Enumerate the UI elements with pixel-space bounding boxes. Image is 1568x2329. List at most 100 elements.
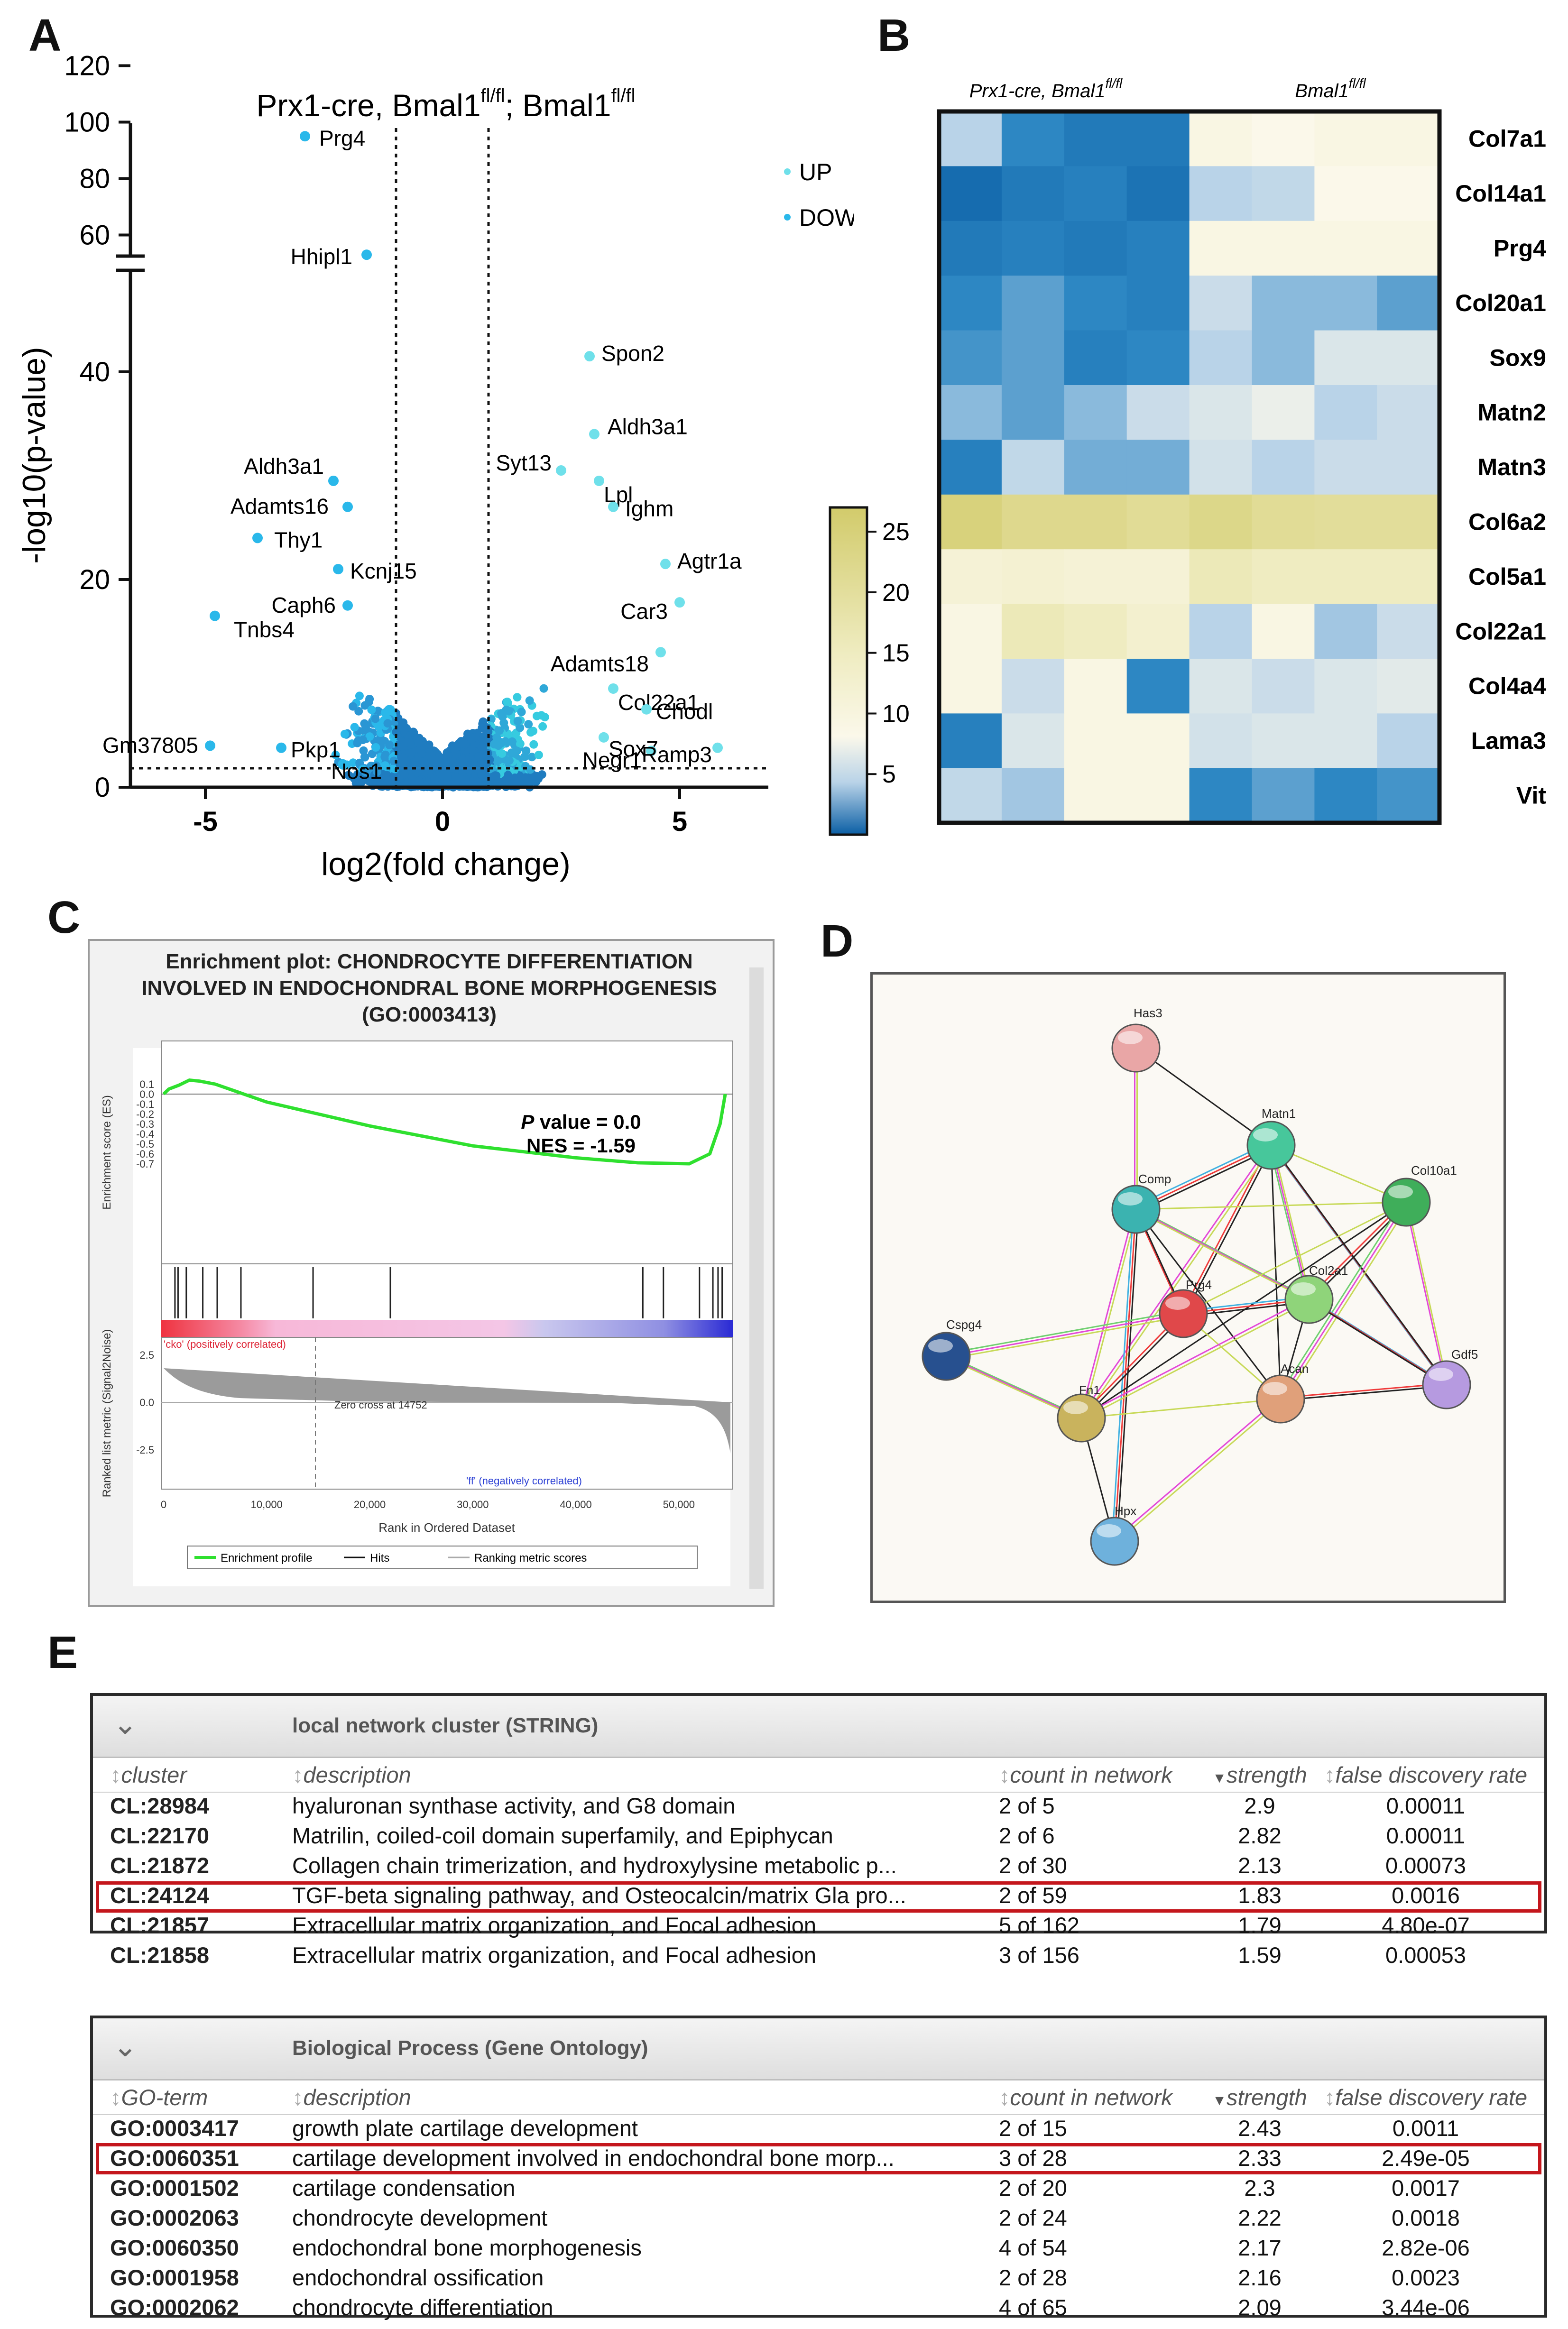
row-count: 2 of 28 bbox=[999, 2265, 1067, 2290]
network-node[interactable] bbox=[1256, 1374, 1305, 1424]
table-row[interactable]: CL:21857 Extracellular matrix organizatio… bbox=[93, 1912, 1544, 1942]
col-header-fdr[interactable]: ↕false discovery rate bbox=[1324, 2085, 1528, 2110]
gene-point bbox=[712, 742, 723, 753]
heatmap-cell bbox=[1126, 221, 1190, 276]
volcano-point bbox=[355, 758, 364, 767]
volcano-point bbox=[383, 719, 392, 728]
col-header-go-term[interactable]: ↕GO-term bbox=[110, 2085, 208, 2110]
gene-point bbox=[641, 704, 652, 715]
row-fdr: 2.82e-06 bbox=[1382, 2235, 1470, 2260]
gene-label: Gm37805 bbox=[102, 733, 198, 757]
gene-label: Ramp3 bbox=[642, 742, 712, 767]
network-node[interactable] bbox=[1246, 1121, 1296, 1170]
network-node-label: Prg4 bbox=[1186, 1278, 1212, 1292]
network-node[interactable] bbox=[1111, 1023, 1161, 1073]
heatmap-cell bbox=[1314, 111, 1377, 166]
heatmap-cell bbox=[1252, 221, 1315, 276]
heatmap-cell bbox=[1064, 549, 1127, 605]
network-node[interactable] bbox=[922, 1332, 971, 1381]
network-node[interactable] bbox=[1057, 1393, 1106, 1443]
gene-label: Agtr1a bbox=[677, 549, 742, 573]
volcano-point bbox=[538, 722, 547, 731]
gene-label: Spon2 bbox=[601, 341, 664, 366]
gene-point bbox=[205, 740, 215, 751]
chevron-down-icon[interactable]: ⌄ bbox=[113, 1708, 138, 1740]
volcano-point bbox=[409, 728, 418, 737]
volcano-point bbox=[529, 727, 538, 736]
table-row[interactable]: GO:0001958 endochondral ossification 2 of … bbox=[93, 2265, 1544, 2294]
col-header-count[interactable]: ↕count in network bbox=[999, 1762, 1172, 1787]
col-header-count[interactable]: ↕count in network bbox=[999, 2085, 1172, 2110]
rank-ylabel: Ranked list metric (Signal2Noise) bbox=[101, 1329, 113, 1498]
volcano-point bbox=[365, 695, 374, 704]
table-row[interactable]: GO:0002062 chondrocyte differentiation 4 o… bbox=[93, 2294, 1544, 2324]
gene-label: Car3 bbox=[620, 599, 668, 624]
heatmap-cell bbox=[1377, 768, 1440, 823]
volcano-point bbox=[516, 739, 525, 748]
network-node[interactable] bbox=[1090, 1517, 1139, 1566]
heatmap-cell bbox=[1377, 111, 1440, 166]
gene-label: Pkp1 bbox=[291, 737, 341, 762]
row-fdr: 0.00011 bbox=[1386, 1823, 1466, 1848]
heatmap-cell bbox=[1252, 385, 1315, 440]
table-row[interactable]: CL:21858 Extracellular matrix organizatio… bbox=[93, 1942, 1544, 1972]
legend-hits: Hits bbox=[370, 1552, 389, 1565]
negative-correlation-label: 'ff' (negatively correlated) bbox=[466, 1475, 582, 1487]
col-header-description[interactable]: ↕description bbox=[292, 1762, 411, 1787]
row-description: Matrilin, coiled-coil domain superfamily… bbox=[292, 1823, 833, 1848]
heatmap-cell bbox=[1126, 385, 1190, 440]
row-id: GO:0060350 bbox=[110, 2235, 239, 2260]
gsea-title-line1: Enrichment plot: CHONDROCYTE DIFFERENTIA… bbox=[166, 950, 692, 973]
network-node[interactable] bbox=[1159, 1289, 1208, 1338]
network-edge bbox=[946, 1313, 1184, 1357]
network-node[interactable] bbox=[1382, 1178, 1431, 1227]
heatmap-cell bbox=[1252, 494, 1315, 550]
network-node-label: Matn1 bbox=[1262, 1106, 1296, 1121]
row-fdr: 0.0016 bbox=[1392, 1883, 1460, 1908]
table-row[interactable]: CL:22170 Matrilin, coiled-coil domain sup… bbox=[93, 1823, 1544, 1852]
gene-label: Hhipl1 bbox=[291, 244, 352, 269]
y-tick-label: 80 bbox=[79, 164, 110, 194]
col-header-cluster[interactable]: ↕cluster bbox=[110, 1762, 187, 1787]
volcano-point bbox=[443, 760, 452, 769]
row-description: endochondral ossification bbox=[292, 2265, 544, 2290]
network-node[interactable] bbox=[1284, 1275, 1334, 1324]
table-row[interactable]: GO:0060350 endochondral bone morphogenesi… bbox=[93, 2235, 1544, 2265]
network-node[interactable] bbox=[1111, 1185, 1161, 1234]
heatmap-gene-label: Col4a4 bbox=[1468, 673, 1546, 700]
table-row[interactable]: CL:21872 Collagen chain trimerization, an… bbox=[93, 1852, 1544, 1882]
network-node[interactable] bbox=[1422, 1360, 1471, 1409]
gsea-scrollbar[interactable] bbox=[749, 967, 764, 1589]
chevron-down-icon[interactable]: ⌄ bbox=[113, 2030, 138, 2063]
heatmap-cell bbox=[1126, 549, 1190, 605]
heatmap-cell bbox=[939, 494, 1002, 550]
row-count: 2 of 20 bbox=[999, 2175, 1067, 2200]
heatmap-cell bbox=[1314, 440, 1377, 495]
gene-label: Adamts18 bbox=[551, 651, 649, 676]
gene-label: Adamts16 bbox=[231, 494, 329, 519]
table-row[interactable]: GO:0060351 cartilage development involved… bbox=[93, 2145, 1544, 2175]
volcano-point bbox=[524, 720, 533, 729]
volcano-point bbox=[529, 740, 538, 749]
col-header-fdr[interactable]: ↕false discovery rate bbox=[1324, 1762, 1528, 1787]
table-row[interactable]: GO:0003417 growth plate cartilage develop… bbox=[93, 2115, 1544, 2145]
row-fdr: 0.0023 bbox=[1392, 2265, 1460, 2290]
es-ylabel: Enrichment score (ES) bbox=[101, 1095, 113, 1209]
hit-markers bbox=[174, 1267, 723, 1318]
table-row[interactable]: GO:0002063 chondrocyte development 2 of 24… bbox=[93, 2205, 1544, 2235]
table-row[interactable]: CL:28984 hyaluronan synthase activity, an… bbox=[93, 1793, 1544, 1823]
col-header-description[interactable]: ↕description bbox=[292, 2085, 411, 2110]
gsea-xlabel: Rank in Ordered Dataset bbox=[378, 1520, 515, 1535]
table-row[interactable]: CL:24124 TGF-beta signaling pathway, and … bbox=[93, 1882, 1544, 1912]
gsea-x-tick-label: 50,000 bbox=[663, 1499, 695, 1510]
gene-label: Tnbs4 bbox=[234, 617, 295, 642]
volcano-point bbox=[387, 707, 397, 716]
col-header-strength[interactable]: ▼strength bbox=[1212, 1762, 1307, 1787]
network-node-label: Col2a1 bbox=[1309, 1263, 1348, 1278]
volcano-point bbox=[331, 750, 340, 759]
panel-label-d: D bbox=[821, 916, 854, 967]
volcano-point bbox=[492, 733, 501, 742]
col-header-strength[interactable]: ▼strength bbox=[1212, 2085, 1307, 2110]
network-edge bbox=[1079, 1208, 1135, 1417]
table-row[interactable]: GO:0001502 cartilage condensation 2 of 20 2… bbox=[93, 2175, 1544, 2205]
